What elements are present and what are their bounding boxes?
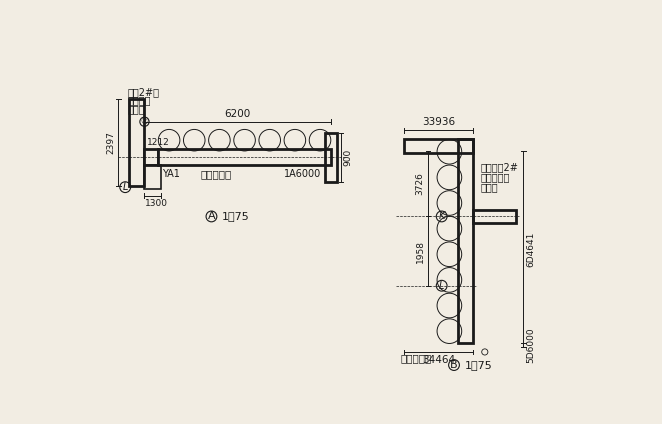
Text: 3726: 3726 bbox=[416, 172, 425, 195]
Text: 1300: 1300 bbox=[144, 199, 167, 208]
Text: 车站站体: 车站站体 bbox=[128, 95, 151, 106]
Text: 34464: 34464 bbox=[422, 355, 455, 365]
Text: A: A bbox=[208, 212, 215, 221]
Text: 拟建地连墙: 拟建地连墙 bbox=[400, 353, 432, 363]
Text: 1212: 1212 bbox=[147, 138, 169, 147]
Text: 900: 900 bbox=[343, 148, 352, 166]
Text: 6D4641: 6D4641 bbox=[526, 232, 536, 267]
Bar bbox=[144, 165, 162, 190]
Bar bbox=[473, 210, 516, 223]
Text: 33936: 33936 bbox=[422, 117, 455, 127]
Bar bbox=[129, 99, 144, 186]
Text: 6200: 6200 bbox=[224, 109, 251, 119]
Text: 1A6000: 1A6000 bbox=[283, 169, 321, 179]
Text: L: L bbox=[439, 281, 444, 291]
Bar bbox=[144, 149, 158, 165]
Text: 地连墙: 地连墙 bbox=[128, 104, 145, 114]
Text: 1：75: 1：75 bbox=[465, 360, 493, 370]
Text: 原有地铁2#: 原有地铁2# bbox=[481, 162, 519, 173]
Text: L: L bbox=[122, 182, 128, 192]
Text: 1：75: 1：75 bbox=[222, 212, 250, 221]
Text: 拟建地连墙: 拟建地连墙 bbox=[201, 169, 232, 179]
Text: 地连墙: 地连墙 bbox=[481, 183, 498, 192]
Text: YA1: YA1 bbox=[162, 169, 180, 179]
Text: ②: ② bbox=[140, 117, 148, 126]
Bar bbox=[458, 139, 473, 343]
Bar bbox=[158, 149, 331, 165]
Bar bbox=[324, 132, 337, 182]
Text: 2397: 2397 bbox=[106, 131, 115, 153]
Text: 线车站站体: 线车站站体 bbox=[481, 173, 510, 183]
Bar bbox=[404, 139, 473, 153]
Text: B: B bbox=[450, 360, 458, 370]
Text: 1958: 1958 bbox=[416, 240, 425, 262]
Text: 5D6000: 5D6000 bbox=[526, 328, 536, 363]
Text: K: K bbox=[438, 212, 445, 221]
Text: 地铁2#线: 地铁2#线 bbox=[128, 87, 160, 97]
